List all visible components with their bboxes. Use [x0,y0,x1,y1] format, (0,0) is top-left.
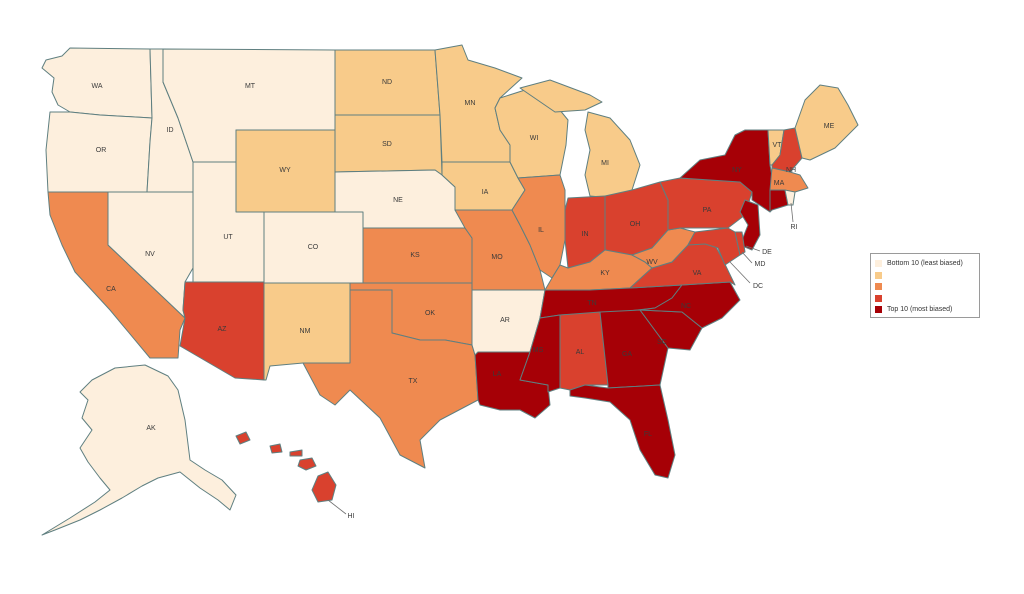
label-NE: NE [393,197,403,204]
state-RI[interactable] [784,189,796,206]
label-UT: UT [223,234,233,241]
hi-island-oahu[interactable] [269,443,283,454]
label-MT: MT [245,83,256,90]
label-RI: RI [791,224,798,231]
legend-label-5: Top 10 (most biased) [887,306,953,314]
label-NY: NY [732,167,742,174]
state-HI-islands [235,431,337,503]
label-NV: NV [145,251,155,258]
label-WA: WA [91,83,102,90]
label-OR: OR [96,147,107,154]
label-MI: MI [601,160,609,167]
label-DC: DC [753,283,763,290]
label-KY: KY [600,270,610,277]
label-CO: CO [308,244,319,251]
label-TX: TX [409,378,418,385]
legend-item-2 [875,270,975,282]
label-HI: HI [348,513,355,520]
state-labels: WA OR CA NV ID MT WY UT CO AZ NM ND SD N… [91,79,834,520]
label-VT: VT [773,142,783,149]
label-IN: IN [582,231,589,238]
label-ID: ID [167,127,174,134]
legend-swatch-2 [875,271,882,279]
state-MI-LP[interactable] [584,111,641,199]
label-LA: LA [493,371,502,378]
label-OK: OK [425,310,435,317]
label-WI: WI [530,135,539,142]
legend-swatch-3 [875,283,882,291]
state-DE[interactable] [734,231,746,256]
hi-island-maui[interactable] [297,457,317,471]
label-NM: NM [300,328,311,335]
label-IL: IL [538,227,544,234]
label-TN: TN [587,300,596,307]
state-PA[interactable] [659,177,753,231]
state-MD[interactable] [687,227,741,266]
state-NC[interactable] [639,281,741,329]
label-VA: VA [693,270,702,277]
label-IA: IA [482,189,489,196]
label-OH: OH [630,221,641,228]
legend-swatch-4 [875,294,882,302]
state-NJ[interactable] [739,199,761,251]
label-GA: GA [622,351,632,358]
label-ND: ND [382,79,392,86]
label-NH: NH [786,167,796,174]
legend-item-1: Bottom 10 (least biased) [875,258,975,270]
label-AL: AL [576,349,585,356]
label-KS: KS [410,252,420,259]
state-HI[interactable] [311,471,337,503]
label-DE: DE [762,249,772,256]
label-MD: MD [755,261,766,268]
label-MS: MS [533,347,544,354]
label-SC: SC [657,339,667,346]
label-PA: PA [703,207,712,214]
label-CA: CA [106,286,116,293]
label-MN: MN [465,100,476,107]
state-AK[interactable] [41,364,237,536]
state-FL[interactable] [569,384,676,479]
label-AR: AR [500,317,510,324]
map-legend: Bottom 10 (least biased) Top 10 (most bi… [870,253,980,318]
label-SD: SD [382,141,392,148]
state-CT[interactable] [769,189,789,213]
label-AZ: AZ [218,326,228,333]
legend-swatch-5 [875,306,882,314]
state-ME[interactable] [794,84,859,161]
label-FL: FL [644,431,652,438]
state-IL[interactable] [511,174,566,279]
label-WV: WV [646,259,658,266]
legend-item-4 [875,293,975,305]
legend-swatch-1 [875,260,882,268]
legend-label-1: Bottom 10 (least biased) [887,260,963,268]
hi-island-kauai[interactable] [235,431,251,445]
label-NC: NC [681,303,691,310]
label-ME: ME [824,123,835,130]
state-TX[interactable] [302,289,479,469]
leader-lines [327,202,794,515]
label-MO: MO [491,254,503,261]
label-AK: AK [146,425,156,432]
legend-item-3 [875,281,975,293]
hi-island-molokai[interactable] [289,449,303,457]
label-MA: MA [774,180,785,187]
state-MI[interactable] [519,79,603,113]
legend-item-5: Top 10 (most biased) [875,304,975,316]
label-WY: WY [279,167,291,174]
